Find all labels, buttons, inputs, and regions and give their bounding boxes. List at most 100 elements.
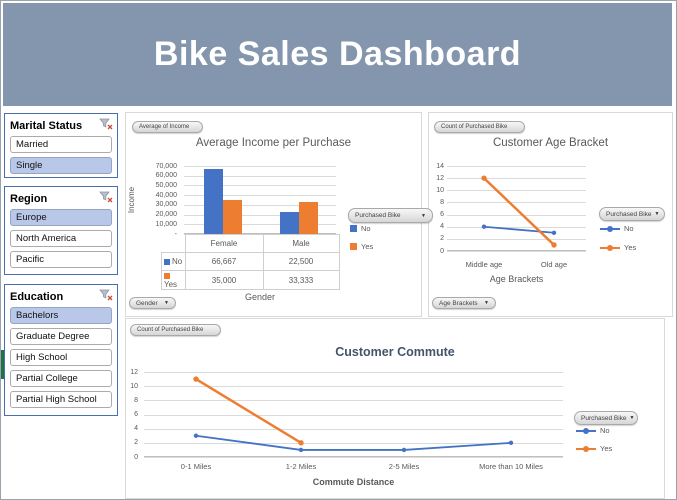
data-point-no	[551, 230, 557, 235]
gridline	[184, 204, 336, 206]
legend-line-yes	[576, 445, 596, 452]
y-tick-label: 6	[134, 411, 138, 418]
y-tick-label: 60,000	[155, 172, 177, 180]
gridline	[184, 175, 336, 177]
table-value: 35,000	[184, 270, 264, 290]
gridline	[447, 226, 586, 228]
slicer-item-north-america[interactable]: North America	[10, 230, 112, 247]
chevron-down-icon: ▼	[484, 300, 489, 306]
legend-item-yes: Yes	[576, 444, 612, 453]
gridline	[447, 166, 586, 167]
line-plot-area	[144, 372, 563, 458]
slicer-title: Region	[10, 192, 48, 205]
slicer-region: Region Europe North America Pacific	[4, 186, 118, 275]
legend-age-bracket: No Yes	[600, 224, 636, 252]
legend-swatch-no	[164, 258, 170, 265]
y-axis-ticks: 14 12 10 8 6 4 2 0	[426, 163, 444, 256]
x-axis-title-commute-distance: Commute Distance	[312, 477, 395, 487]
y-tick-label: 70,000	[155, 162, 177, 170]
field-button-average-of-income[interactable]: Average of Income	[132, 121, 203, 133]
x-axis-title-age-brackets: Age Brackets	[489, 274, 544, 284]
data-table: Female Male No 66,667 22,500 Yes 35,000 33,333	[161, 234, 340, 290]
data-point-yes	[551, 242, 557, 248]
data-point-no	[193, 433, 199, 438]
slicer-title: Education	[10, 290, 64, 303]
slicer-item-bachelors[interactable]: Bachelors	[10, 307, 112, 324]
chart-title-age-bracket: Customer Age Bracket	[492, 137, 609, 149]
data-point-no	[298, 447, 304, 453]
table-header-male: Male	[262, 234, 340, 253]
field-button-purchased-bike-1[interactable]: Purchased Bike ▼	[348, 208, 433, 223]
x-category-label: More than 10 Miles	[479, 462, 543, 471]
y-tick-label: 12	[436, 174, 444, 182]
table-header-female: Female	[184, 234, 264, 253]
x-axis-title-gender: Gender	[244, 292, 276, 302]
legend-swatch-yes	[164, 272, 170, 279]
slicer-item-partial-college[interactable]: Partial College	[10, 370, 112, 387]
data-point-yes	[481, 175, 487, 181]
slicer-item-pacific[interactable]: Pacific	[10, 251, 112, 268]
gridline	[184, 195, 336, 197]
bar-no-male	[279, 212, 299, 234]
x-category-label: 1-2 Miles	[285, 462, 317, 471]
slicer-marital-status-header: Marital Status	[5, 114, 117, 135]
x-category-label: Old age	[540, 260, 568, 269]
gridline	[447, 251, 586, 252]
field-button-count-of-purchased-bike-2[interactable]: Count of Purchased Bike	[434, 121, 525, 133]
clear-filter-icon[interactable]	[99, 190, 113, 208]
y-tick-label: 4	[440, 223, 444, 231]
slicer-item-partial-high-school[interactable]: Partial High School	[10, 391, 112, 408]
slicer-item-graduate-degree[interactable]: Graduate Degree	[10, 328, 112, 345]
chart-panel-commute	[125, 318, 665, 499]
table-value: 66,667	[184, 252, 264, 271]
slicer-item-europe[interactable]: Europe	[10, 209, 112, 226]
field-button-purchased-bike-3[interactable]: Purchased Bike ▼	[574, 411, 638, 425]
legend-item-yes: Yes	[350, 242, 373, 251]
legend-income: No Yes	[350, 224, 373, 251]
legend-item-no: No	[350, 224, 373, 233]
gridline	[144, 386, 563, 388]
legend-item-yes: Yes	[600, 243, 636, 252]
clear-filter-icon[interactable]	[99, 117, 113, 135]
line-yes	[194, 377, 303, 445]
gridline	[144, 442, 563, 444]
field-button-purchased-bike-2[interactable]: Purchased Bike ▼	[599, 207, 665, 221]
legend-line-no	[600, 225, 620, 232]
y-tick-label: 8	[440, 198, 444, 206]
clear-filter-icon[interactable]	[99, 288, 113, 306]
gridline	[144, 457, 563, 458]
line-series-layer	[481, 175, 557, 248]
x-category-labels: 0-1 Miles 1-2 Miles 2-5 Miles More than 10 …	[144, 462, 563, 472]
slicer-item-married[interactable]: Married	[10, 136, 112, 153]
gridline	[447, 178, 586, 180]
y-tick-label: 30,000	[155, 201, 177, 209]
x-axis-line	[447, 250, 586, 251]
y-tick-label: 8	[134, 396, 138, 404]
field-button-age-brackets[interactable]: Age Brackets ▼	[432, 297, 496, 309]
field-button-gender[interactable]: Gender ▼	[129, 297, 176, 309]
legend-commute: No Yes	[576, 426, 612, 453]
bar-no-female	[203, 169, 223, 234]
slicer-education: Education Bachelors Graduate Degree High…	[4, 284, 118, 416]
gridline	[447, 202, 586, 204]
y-tick-label: 12	[130, 368, 138, 376]
gridline	[447, 190, 586, 192]
slicer-region-header: Region	[5, 187, 117, 208]
line-no	[483, 225, 555, 234]
y-tick-label: 10	[130, 382, 138, 390]
x-category-label: 0-1 Miles	[180, 462, 212, 471]
x-axis-line	[184, 233, 336, 234]
data-point-no	[508, 440, 514, 446]
x-category-label: 2-5 Miles	[388, 462, 420, 471]
green-accent-strip	[1, 350, 4, 379]
chevron-down-icon: ▼	[654, 211, 660, 217]
slicer-item-single[interactable]: Single	[10, 157, 112, 174]
field-button-count-of-purchased-bike-3[interactable]: Count of Purchased Bike	[130, 324, 221, 336]
data-point-no	[401, 447, 407, 453]
gridline	[144, 372, 563, 373]
slicer-item-high-school[interactable]: High School	[10, 349, 112, 366]
chevron-down-icon: ▼	[164, 300, 169, 306]
y-tick-label: -	[174, 230, 177, 238]
y-axis-ticks: 70,000 60,000 50,000 40,000 30,000 20,000 10,0…	[147, 162, 177, 238]
data-point-yes	[193, 376, 199, 382]
